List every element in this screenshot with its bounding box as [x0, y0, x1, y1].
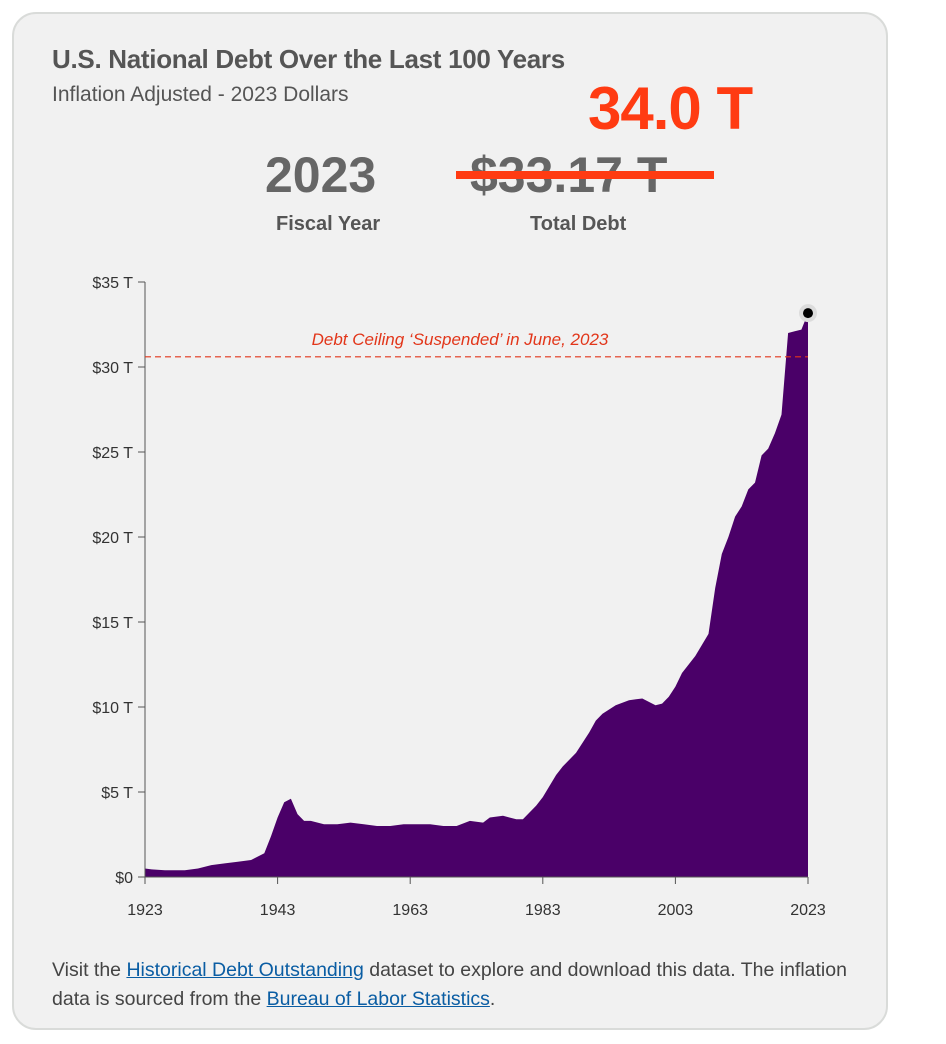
y-tick-label: $35 T — [92, 275, 133, 292]
x-tick-label: 1943 — [260, 902, 296, 919]
y-tick-label: $20 T — [92, 530, 133, 547]
x-tick-label: 1983 — [525, 902, 561, 919]
footer-note: Visit the Historical Debt Outstanding da… — [52, 956, 852, 1014]
x-tick-label: 1963 — [392, 902, 428, 919]
fiscal-year-value: 2023 — [265, 147, 377, 203]
x-tick-label: 1923 — [127, 902, 163, 919]
footer-text-1: Visit the — [52, 959, 127, 981]
fiscal-year-label: Fiscal Year — [276, 213, 381, 235]
strikethrough-line — [456, 171, 714, 179]
highlight-point — [803, 308, 813, 319]
total-debt-label: Total Debt — [530, 213, 627, 235]
y-tick-label: $10 T — [92, 700, 133, 717]
debt-area-chart: $0 $5 T $10 T $15 T $20 T $25 T $30 T $35 T 1923… — [92, 275, 826, 919]
bls-link[interactable]: Bureau of Labor Statistics — [266, 988, 490, 1010]
y-tick-label: $30 T — [92, 360, 133, 377]
chart-subtitle: Inflation Adjusted - 2023 Dollars — [52, 83, 349, 106]
footer-text-3: . — [489, 988, 496, 1010]
debt-area-series — [145, 313, 808, 878]
x-tick-label: 2023 — [790, 902, 826, 919]
historical-debt-link[interactable]: Historical Debt Outstanding — [126, 959, 364, 981]
y-tick-label: $25 T — [92, 445, 133, 462]
chart-title: U.S. National Debt Over the Last 100 Yea… — [52, 44, 565, 74]
debt-ceiling-label: Debt Ceiling ‘Suspended’ in June, 2023 — [312, 330, 609, 349]
y-tick-label: $5 T — [101, 785, 133, 802]
y-tick-label: $15 T — [92, 615, 133, 632]
corrected-debt-overlay: 34.0 T — [588, 75, 753, 142]
x-tick-label: 2003 — [658, 902, 694, 919]
y-tick-label: $0 — [115, 870, 133, 887]
footer-text-2: dataset to explore and download this dat… — [52, 959, 847, 1010]
